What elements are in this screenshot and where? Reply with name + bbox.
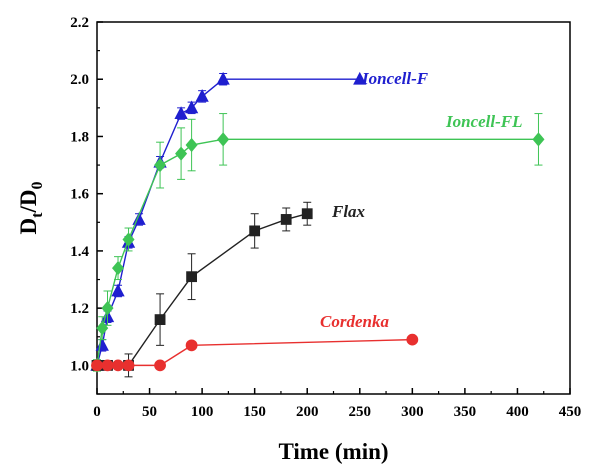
data-point	[111, 283, 125, 297]
y-axis-title-sub-0: 0	[29, 182, 46, 190]
y-axis-title-sep: /D	[16, 190, 41, 214]
data-point	[185, 137, 198, 153]
x-tick-label: 350	[454, 404, 477, 420]
data-point	[186, 271, 198, 283]
data-point	[353, 71, 367, 85]
y-axis-title-main: D	[16, 218, 41, 235]
data-point	[101, 359, 114, 372]
y-tick-label: 1.8	[70, 129, 89, 145]
data-point	[406, 333, 419, 346]
x-axis-title: Time (min)	[278, 439, 388, 464]
data-point	[217, 132, 230, 147]
data-point	[112, 359, 124, 372]
data-point	[175, 146, 188, 161]
data-point	[122, 232, 135, 247]
data-point	[154, 359, 166, 372]
x-tick-label: 450	[559, 404, 582, 420]
data-point	[95, 337, 109, 351]
x-tick-label: 100	[191, 404, 214, 420]
x-tick-label: 250	[349, 404, 372, 420]
y-tick-label: 2.0	[70, 72, 89, 88]
y-axis-title-sub-t: t	[29, 212, 46, 218]
x-tick-label: 400	[506, 404, 529, 420]
x-tick-label: 300	[401, 404, 424, 420]
series-label-cordenka: Cordenka	[320, 312, 389, 331]
y-axis-ticks: 1.0 1.2 1.4 1.6 1.8 2.0 2.2	[70, 15, 103, 395]
data-point	[184, 100, 199, 114]
x-tick-label: 0	[93, 404, 101, 420]
series-line	[96, 138, 539, 366]
y-axis-title: Dt/D0	[16, 182, 46, 235]
y-tick-label: 1.0	[70, 358, 89, 374]
series-label-flax: Flax	[331, 202, 366, 221]
data-point	[301, 208, 313, 220]
x-tick-label: 50	[142, 404, 157, 420]
data-point	[249, 225, 261, 237]
data-point	[280, 214, 292, 225]
y-tick-label: 1.4	[70, 244, 89, 260]
x-tick-label: 150	[243, 404, 266, 420]
data-point	[532, 132, 545, 147]
data-point	[154, 157, 167, 173]
data-point	[111, 260, 125, 276]
series-layer	[90, 71, 545, 378]
series-cordenka	[91, 333, 419, 372]
series-label-ioncell-fl: Ioncell-FL	[445, 112, 523, 131]
y-tick-label: 1.2	[70, 301, 89, 317]
data-point	[101, 301, 114, 316]
series-labels: Ioncell-F Ioncell-FL Flax Cordenka	[320, 69, 523, 331]
data-point	[154, 314, 166, 326]
y-tick-label: 2.2	[70, 15, 89, 31]
y-tick-label: 1.6	[70, 187, 89, 203]
data-point	[185, 339, 198, 352]
series-ioncell-fl	[90, 113, 545, 373]
data-point	[195, 89, 209, 102]
data-point	[174, 106, 188, 119]
data-point	[216, 71, 230, 85]
data-point	[91, 359, 103, 372]
data-point	[96, 321, 109, 336]
series-label-ioncell-f: Ioncell-F	[361, 69, 429, 88]
data-point	[122, 359, 135, 372]
x-axis-ticks: 0 50 100 150 200 250 300 350 400 450	[93, 388, 581, 420]
x-tick-label: 200	[296, 404, 319, 420]
